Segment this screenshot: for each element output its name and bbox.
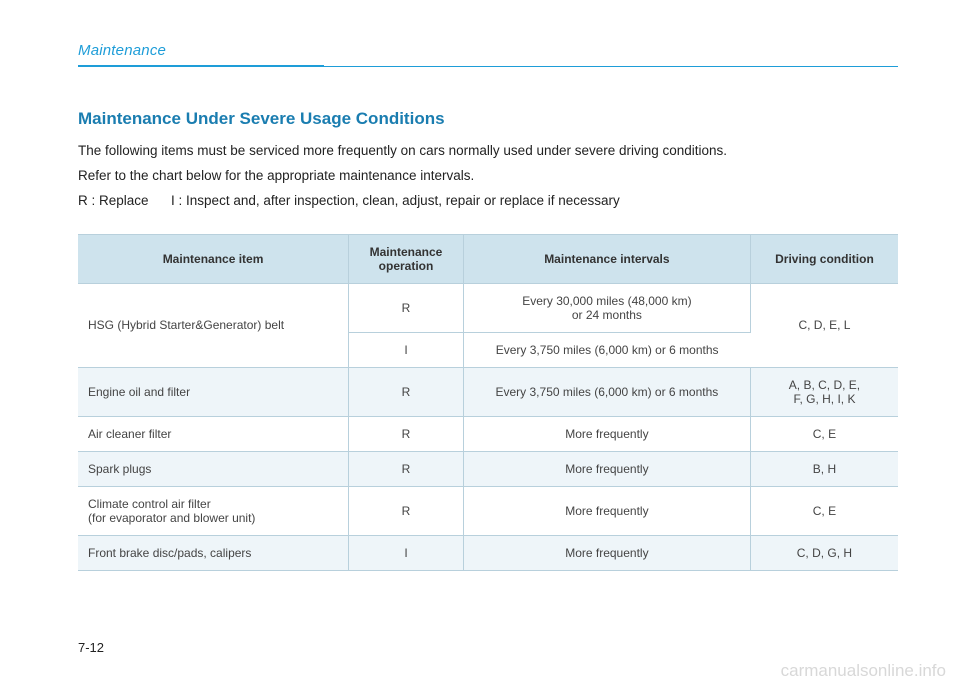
cell-condition: C, D, E, L xyxy=(750,283,898,367)
cell-interval: More frequently xyxy=(463,486,750,535)
cell-condition: B, H xyxy=(750,451,898,486)
cell-operation: R xyxy=(349,486,464,535)
intro-paragraph-2: Refer to the chart below for the appropr… xyxy=(78,166,898,187)
cell-interval: Every 3,750 miles (6,000 km) or 6 months xyxy=(463,367,750,416)
cell-operation: R xyxy=(349,283,464,332)
table-header-row: Maintenance itemMaintenance operationMai… xyxy=(78,234,898,283)
cell-condition: C, E xyxy=(750,486,898,535)
cell-item: Engine oil and filter xyxy=(78,367,349,416)
intro-paragraph-1: The following items must be serviced mor… xyxy=(78,141,898,162)
table-header-cell: Driving condition xyxy=(750,234,898,283)
maintenance-table: Maintenance itemMaintenance operationMai… xyxy=(78,234,898,571)
document-page: Maintenance Maintenance Under Severe Usa… xyxy=(0,0,960,689)
watermark-text: carmanualsonline.info xyxy=(781,661,946,681)
cell-operation: R xyxy=(349,416,464,451)
cell-interval: More frequently xyxy=(463,416,750,451)
cell-operation: I xyxy=(349,332,464,367)
table-header-cell: Maintenance operation xyxy=(349,234,464,283)
cell-interval: More frequently xyxy=(463,451,750,486)
table-row: Front brake disc/pads, calipersIMore fre… xyxy=(78,535,898,570)
table-row: Engine oil and filterREvery 3,750 miles … xyxy=(78,367,898,416)
cell-item: Spark plugs xyxy=(78,451,349,486)
table-head: Maintenance itemMaintenance operationMai… xyxy=(78,234,898,283)
cell-condition: C, E xyxy=(750,416,898,451)
table-body: HSG (Hybrid Starter&Generator) beltREver… xyxy=(78,283,898,570)
table-header-cell: Maintenance item xyxy=(78,234,349,283)
table-row: Air cleaner filterRMore frequentlyC, E xyxy=(78,416,898,451)
cell-condition: A, B, C, D, E, F, G, H, I, K xyxy=(750,367,898,416)
cell-interval: Every 30,000 miles (48,000 km) or 24 mon… xyxy=(463,283,750,332)
rule-thin xyxy=(324,66,898,67)
cell-item: Air cleaner filter xyxy=(78,416,349,451)
cell-operation: I xyxy=(349,535,464,570)
cell-item: HSG (Hybrid Starter&Generator) belt xyxy=(78,283,349,367)
table-row: Climate control air filter (for evaporat… xyxy=(78,486,898,535)
table-row: HSG (Hybrid Starter&Generator) beltREver… xyxy=(78,283,898,332)
table-row: Spark plugsRMore frequentlyB, H xyxy=(78,451,898,486)
cell-interval: Every 3,750 miles (6,000 km) or 6 months xyxy=(463,332,750,367)
chapter-title: Maintenance xyxy=(78,42,898,59)
cell-item: Front brake disc/pads, calipers xyxy=(78,535,349,570)
table-header-cell: Maintenance intervals xyxy=(463,234,750,283)
cell-operation: R xyxy=(349,367,464,416)
header-rule xyxy=(78,65,898,67)
rule-thick xyxy=(78,65,324,67)
cell-condition: C, D, G, H xyxy=(750,535,898,570)
section-title: Maintenance Under Severe Usage Condition… xyxy=(78,109,898,129)
legend-text: R : Replace I : Inspect and, after inspe… xyxy=(78,191,898,212)
page-number: 7-12 xyxy=(78,640,104,655)
cell-operation: R xyxy=(349,451,464,486)
cell-item: Climate control air filter (for evaporat… xyxy=(78,486,349,535)
cell-interval: More frequently xyxy=(463,535,750,570)
